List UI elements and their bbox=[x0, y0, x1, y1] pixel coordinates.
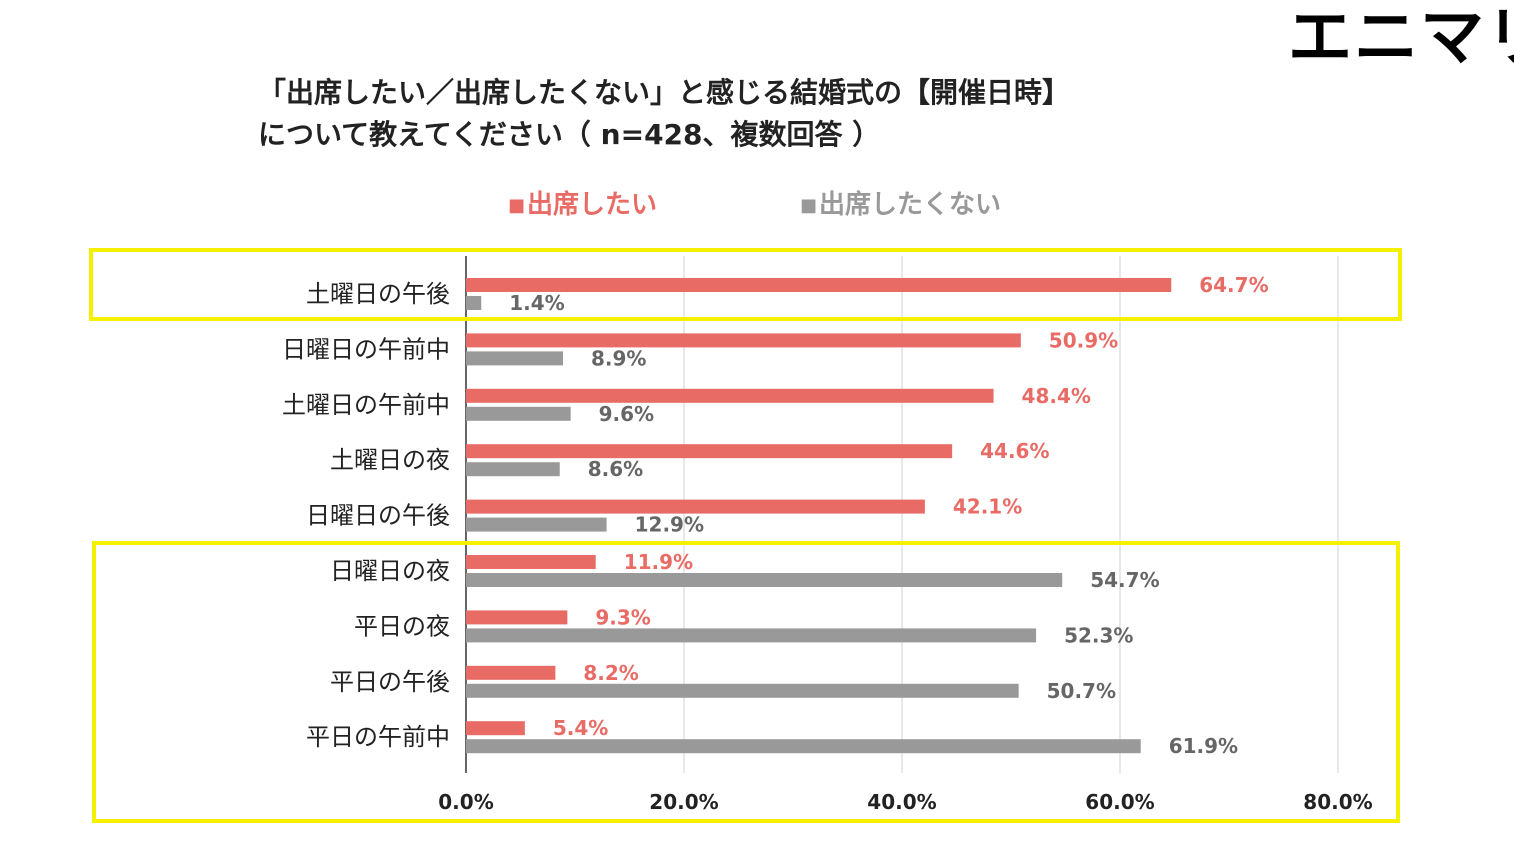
bar-not-want-3 bbox=[466, 462, 560, 477]
category-label-2: 土曜日の午前中 bbox=[282, 391, 450, 419]
bar-want-3 bbox=[466, 444, 953, 459]
value-label-want-4: 42.1% bbox=[953, 495, 1022, 519]
value-label-not-want-3: 8.6% bbox=[588, 457, 643, 481]
chart-title-line-1: 「出席したい／出席したくない」と感じる結婚式の【開催日時】 bbox=[258, 76, 1071, 109]
brand-logo: エニマリ bbox=[1288, 1, 1514, 75]
value-label-not-want-0: 1.4% bbox=[509, 291, 564, 315]
value-label-not-want-7: 50.7% bbox=[1047, 679, 1116, 703]
bar-not-want-1 bbox=[466, 351, 564, 366]
value-label-not-want-2: 9.6% bbox=[599, 402, 654, 426]
category-label-1: 日曜日の午前中 bbox=[282, 335, 450, 363]
x-tick-label-1: 20.0% bbox=[649, 790, 718, 814]
bar-want-6 bbox=[466, 610, 568, 625]
x-tick-label-0: 0.0% bbox=[438, 790, 493, 814]
legend-label-not-want: 出席したくない bbox=[819, 190, 1002, 220]
highlight-box-top bbox=[89, 248, 1402, 321]
value-label-not-want-8: 61.9% bbox=[1169, 734, 1238, 758]
bar-not-want-2 bbox=[466, 406, 571, 421]
value-label-want-0: 64.7% bbox=[1199, 273, 1268, 297]
bar-want-7 bbox=[466, 665, 556, 680]
category-label-6: 平日の夜 bbox=[354, 612, 450, 640]
value-label-not-want-5: 54.7% bbox=[1090, 568, 1159, 592]
legend-item-not-want: ■出席したくない bbox=[800, 184, 1001, 221]
legend-item-want: ■出席したい bbox=[508, 184, 657, 221]
value-label-not-want-6: 52.3% bbox=[1064, 623, 1133, 647]
bar-not-want-5 bbox=[466, 573, 1063, 587]
value-label-want-6: 9.3% bbox=[595, 605, 650, 629]
bar-want-0 bbox=[466, 278, 1172, 292]
value-label-want-8: 5.4% bbox=[553, 716, 608, 740]
bar-not-want-6 bbox=[466, 628, 1037, 643]
value-label-want-5: 11.9% bbox=[624, 550, 693, 574]
category-label-3: 土曜日の夜 bbox=[330, 446, 450, 474]
x-tick-label-3: 60.0% bbox=[1085, 790, 1154, 814]
x-tick-label-4: 80.0% bbox=[1303, 790, 1372, 814]
bar-want-1 bbox=[466, 333, 1021, 348]
bar-not-want-4 bbox=[466, 517, 607, 532]
bar-want-8 bbox=[466, 721, 525, 736]
category-label-8: 平日の午前中 bbox=[306, 723, 450, 751]
bar-want-5 bbox=[466, 555, 596, 569]
legend-marker-not-want: ■ bbox=[800, 195, 818, 216]
x-tick-label-2: 40.0% bbox=[867, 790, 936, 814]
legend-marker-want: ■ bbox=[508, 195, 526, 216]
bar-want-2 bbox=[466, 388, 994, 403]
value-label-want-1: 50.9% bbox=[1049, 328, 1118, 352]
bar-not-want-7 bbox=[466, 683, 1019, 698]
value-label-want-3: 44.6% bbox=[980, 439, 1049, 463]
category-label-0: 土曜日の午後 bbox=[306, 280, 450, 308]
value-label-want-2: 48.4% bbox=[1022, 384, 1091, 408]
category-label-5: 日曜日の夜 bbox=[330, 557, 450, 585]
category-label-7: 平日の午後 bbox=[330, 668, 450, 696]
chart-title: 「出席したい／出席したくない」と感じる結婚式の【開催日時】 について教えてくださ… bbox=[258, 72, 1070, 156]
legend-label-want: 出席したい bbox=[527, 190, 658, 220]
highlight-box-bottom bbox=[92, 541, 1400, 823]
bar-want-4 bbox=[466, 499, 925, 514]
value-label-not-want-1: 8.9% bbox=[591, 346, 646, 370]
value-label-want-7: 8.2% bbox=[583, 661, 638, 685]
bar-not-want-0 bbox=[466, 296, 482, 310]
value-label-not-want-4: 12.9% bbox=[635, 513, 704, 537]
category-label-4: 日曜日の午後 bbox=[306, 502, 450, 530]
chart-title-line-2: について教えてください（ n=428、複数回答 ） bbox=[258, 118, 881, 151]
bar-not-want-8 bbox=[466, 739, 1141, 754]
